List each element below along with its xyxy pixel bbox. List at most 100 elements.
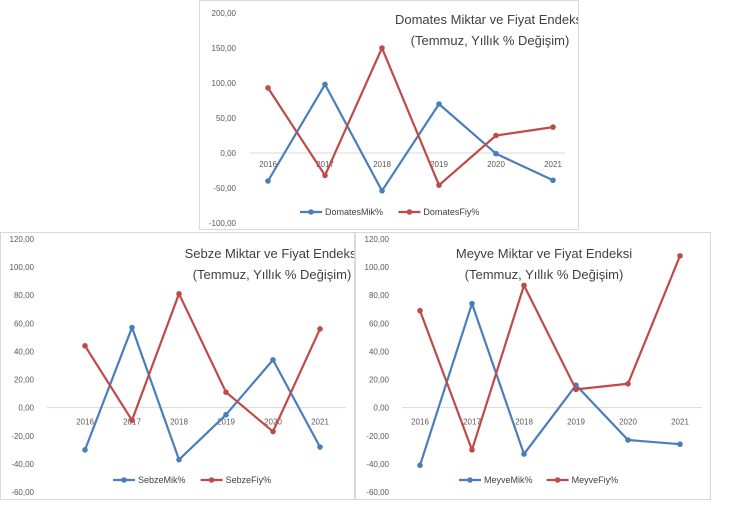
meyve-point-meyvemik [677, 441, 683, 448]
meyve-series-line-meyvefiy [418, 255, 682, 451]
meyve-category-label: 2020 [619, 418, 637, 427]
sebze-ytick-label: 80,00 [14, 291, 35, 300]
domates-category-label: 2021 [544, 160, 562, 169]
sebze-point-sebzemik [270, 357, 276, 363]
domates-series-line-domatesmik [267, 83, 554, 192]
meyve-ytick-label: -40,00 [366, 460, 389, 469]
domates-point-domatesfiy [493, 132, 499, 139]
sebze-point-sebzemik [317, 444, 323, 450]
domates-chart-svg: -100,00 -50,00 0,00 50,00 100,00 150,00 200,00… [209, 9, 578, 228]
meyve-ytick-label: 100,00 [365, 263, 390, 272]
sebze-ytick-label: 60,00 [14, 319, 35, 328]
domates-ytick-label: -50,00 [213, 184, 236, 193]
sebze-category-label: 2016 [76, 418, 94, 427]
meyve-point-meyvefiy [677, 253, 683, 259]
sebze-point-sebzemik [223, 411, 229, 418]
meyve-ytick-label: 60,00 [369, 319, 390, 328]
sebze-legend-label-sebzefiy: SebzeFiy% [226, 475, 272, 485]
sebze-legend-label-sebzemik: SebzeMik% [138, 475, 186, 485]
domates-point-domatesmik [493, 150, 499, 157]
domates-legend-label-domatesfiy: DomatesFiy% [423, 207, 479, 217]
sebze-chart-title: Sebze Miktar ve Fiyat Endeksi [185, 246, 354, 261]
meyve-chart: -60,00 -40,00 -20,00 0,00 20,00 40,00 60,00 80,… [355, 232, 711, 500]
domates-category-label: 2019 [430, 160, 448, 169]
domates-point-domatesfiy [322, 172, 328, 179]
meyve-point-meyvefiy [417, 307, 423, 314]
meyve-point-meyvefiy [521, 282, 527, 289]
sebze-category-label: 2019 [217, 418, 235, 427]
sebze-point-sebzemik [82, 447, 88, 453]
domates-ytick-label: 0,00 [220, 149, 236, 158]
sebze-point-sebzefiy [317, 326, 323, 332]
sebze-point-sebzefiy [129, 417, 135, 424]
meyve-category-label: 2017 [463, 418, 481, 427]
sebze-category-label: 2021 [311, 418, 329, 427]
meyve-category-label: 2016 [411, 418, 429, 427]
sebze-point-sebzefiy [82, 343, 88, 349]
domates-legend-marker-domatesmik [308, 209, 314, 215]
domates-series-line-domatesfiy [267, 46, 554, 187]
domates-category-label: 2016 [259, 160, 277, 169]
meyve-point-meyvemik [469, 300, 475, 307]
sebze-chart-svg: -60,00 -40,00 -20,00 0,00 20,00 40,00 60,00 80,… [10, 235, 354, 497]
sebze-category-label: 2018 [170, 418, 188, 427]
meyve-category-label: 2019 [567, 418, 585, 427]
meyve-point-meyvefiy [573, 386, 579, 393]
domates-point-domatesfiy [436, 182, 442, 188]
meyve-ytick-label: 80,00 [369, 291, 390, 300]
domates-point-domatesfiy [265, 85, 271, 91]
sebze-ytick-label: -40,00 [11, 460, 34, 469]
meyve-category-label: 2021 [671, 418, 689, 427]
sebze-point-sebzemik [129, 324, 135, 331]
meyve-legend-label-meyvefiy: MeyveFiy% [572, 475, 619, 485]
sebze-ytick-label: 120,00 [10, 235, 35, 244]
sebze-point-sebzefiy [176, 291, 182, 297]
domates-legend-label-domatesmik: DomatesMik% [325, 207, 383, 217]
sebze-series-line-sebzefiy [84, 292, 322, 433]
sebze-category-label: 2020 [264, 418, 282, 427]
sebze-legend-marker-sebzemik [121, 477, 127, 483]
sebze-ytick-label: -20,00 [11, 432, 34, 441]
meyve-point-meyvefiy [625, 380, 631, 387]
domates-point-domatesmik [550, 177, 556, 184]
domates-chart-subtitle: (Temmuz, Yıllık % Değişim) [411, 33, 570, 48]
domates-point-domatesmik [322, 81, 328, 88]
domates-point-domatesmik [265, 178, 271, 184]
meyve-ytick-label: -60,00 [366, 488, 389, 497]
meyve-point-meyvemik [417, 462, 423, 469]
meyve-ytick-label: 0,00 [373, 404, 389, 413]
sebze-ytick-label: 0,00 [18, 404, 34, 413]
meyve-legend-marker-meyvemik [467, 477, 473, 483]
domates-chart-title: Domates Miktar ve Fiyat Endeksi [395, 12, 578, 27]
domates-ytick-label: 50,00 [216, 114, 237, 123]
sebze-chart: -60,00 -40,00 -20,00 0,00 20,00 40,00 60,00 80,… [0, 232, 355, 500]
meyve-series-line-meyvemik [418, 302, 681, 466]
domates-point-domatesmik [379, 188, 385, 194]
meyve-ytick-label: -20,00 [366, 432, 389, 441]
meyve-point-meyvemik [521, 451, 527, 457]
meyve-point-meyvefiy [469, 447, 475, 453]
domates-point-domatesfiy [379, 45, 385, 51]
meyve-category-label: 2018 [515, 418, 533, 427]
sebze-point-sebzefiy [223, 389, 229, 396]
domates-ytick-label: 200,00 [212, 9, 237, 18]
domates-ytick-label: 100,00 [212, 79, 237, 88]
meyve-legend-label-meyvemik: MeyveMik% [484, 475, 533, 485]
meyve-chart-title: Meyve Miktar ve Fiyat Endeksi [456, 246, 632, 261]
sebze-ytick-label: 100,00 [10, 263, 35, 272]
sebze-point-sebzefiy [270, 428, 276, 435]
meyve-ytick-label: 40,00 [369, 347, 390, 356]
sebze-ytick-label: -60,00 [11, 488, 34, 497]
meyve-point-meyvemik [625, 437, 631, 443]
domates-ytick-label: -100,00 [209, 219, 237, 228]
meyve-legend-marker-meyvefiy [554, 477, 561, 483]
sebze-legend-marker-sebzefiy [208, 477, 215, 483]
sebze-chart-subtitle: (Temmuz, Yıllık % Değişim) [193, 267, 352, 282]
domates-ytick-label: 150,00 [212, 44, 237, 53]
domates-chart: -100,00 -50,00 0,00 50,00 100,00 150,00 200,00… [199, 0, 579, 230]
domates-point-domatesfiy [550, 124, 556, 130]
sebze-ytick-label: 20,00 [14, 376, 35, 385]
domates-legend-marker-domatesfiy [406, 209, 413, 215]
domates-category-label: 2017 [316, 160, 334, 169]
meyve-ytick-label: 20,00 [369, 376, 390, 385]
